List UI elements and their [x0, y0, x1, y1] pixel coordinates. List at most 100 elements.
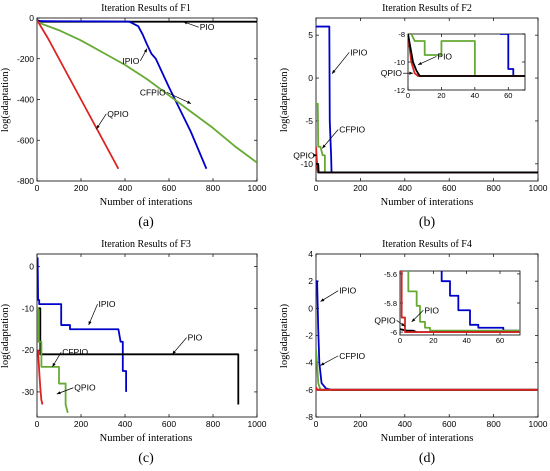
y-tick-label: -10 [22, 303, 35, 313]
annotation-arrow [331, 52, 350, 74]
annotation-arrowhead [96, 125, 100, 130]
y-tick-label: 2 [308, 276, 313, 286]
annotation-label: IPIO [350, 47, 367, 57]
series-qpio [316, 386, 538, 391]
series-pio [37, 307, 240, 405]
y-tick-label: -400 [17, 95, 34, 105]
annotation-arrowhead [320, 298, 325, 302]
x-axis-label: Number of interations [100, 197, 193, 208]
inset-x-tick-label: 20 [437, 91, 445, 100]
x-tick-label: 0 [35, 183, 40, 193]
annotation-label: IPIO [122, 56, 139, 66]
inset-series-cfpio [408, 34, 525, 77]
series-cfpio [37, 21, 257, 164]
inset-annotation-label: PIO [437, 51, 452, 61]
y-tick-label: -800 [17, 176, 34, 186]
inset-y-tick-label: -8 [398, 30, 405, 39]
y-tick-label: -5 [305, 116, 313, 126]
annotation-label: CFPIO [339, 125, 365, 135]
inset-y-tick-label: -12 [394, 86, 405, 95]
annotation-arrow [166, 92, 192, 104]
y-tick-label: 0 [29, 13, 34, 23]
annotation-label: CFPIO [140, 87, 166, 97]
annotation-label: CFPIO [62, 347, 88, 357]
y-tick-label: 0 [29, 262, 34, 272]
annotation-arrowhead [183, 21, 188, 25]
y-tick-label: -600 [17, 135, 34, 145]
panel-title: Iteration Results of F2 [382, 3, 472, 14]
annotation-arrowhead [52, 362, 56, 367]
annotation-arrowhead [331, 69, 336, 74]
x-tick-label: 800 [487, 183, 501, 193]
panel-b: Iteration Results of F20 200 400 600 800 1000… [279, 3, 548, 230]
x-tick-label: 200 [353, 419, 367, 429]
x-tick-label: 200 [74, 419, 88, 429]
inset-x-tick-label: 40 [462, 336, 470, 345]
inset-x-tick-label: 20 [429, 336, 437, 345]
y-tick-label: -8 [305, 412, 313, 422]
inset-y-tick-label: -5.6 [384, 270, 397, 279]
x-axis-label: Number of interations [381, 197, 474, 208]
y-tick-label: 5 [308, 30, 313, 40]
x-tick-label: 1000 [529, 419, 548, 429]
annotation-arrowhead [88, 321, 92, 326]
x-tick-label: 0 [314, 183, 319, 193]
annotation-arrowhead [172, 350, 176, 355]
y-tick-label: 4 [308, 249, 313, 259]
annotation-arrowhead [56, 391, 61, 395]
inset-annotation-arrowhead [401, 322, 405, 327]
x-axis-label: Number of interations [100, 433, 193, 444]
panel-title: Iteration Results of F1 [101, 3, 191, 14]
panel-label: (c) [138, 451, 154, 466]
annotation-label: PIO [200, 22, 215, 32]
y-tick-label: -200 [17, 54, 34, 64]
inset-annotation-arrowhead [418, 61, 423, 65]
x-tick-label: 1000 [529, 183, 548, 193]
series-qpio [37, 19, 120, 170]
panel-title: Iteration Results of F3 [101, 239, 191, 250]
y-tick-label: -4 [305, 358, 313, 368]
inset-annotation-label: QPIO [381, 68, 403, 78]
annotation-label: QPIO [74, 383, 96, 393]
x-tick-label: 400 [118, 419, 132, 429]
panel-label: (b) [419, 215, 436, 230]
y-tick-label: -20 [22, 345, 35, 355]
annotation-label: CFPIO [339, 351, 365, 361]
annotation-arrowhead [313, 153, 318, 157]
x-tick-label: 800 [206, 419, 220, 429]
x-axis-label: Number of interations [381, 433, 474, 444]
annotation-arrowhead [320, 362, 325, 366]
panel-label: (d) [419, 451, 436, 466]
x-tick-label: 0 [35, 419, 40, 429]
panel-title: Iteration Results of F4 [382, 239, 472, 250]
series-qpio [37, 350, 44, 405]
y-axis-label: log(adaptation) [0, 303, 11, 368]
y-tick-label: -2 [305, 331, 313, 341]
inset-x-tick-label: 60 [504, 91, 512, 100]
x-tick-label: 600 [162, 419, 176, 429]
series-pio [316, 162, 538, 174]
y-tick-label: 0 [308, 303, 313, 313]
annotation-label: PIO [188, 333, 203, 343]
inset-series-cfpio [407, 271, 520, 332]
inset-y-tick-label: -10 [394, 58, 405, 67]
annotation-label: QPIO [293, 150, 315, 160]
inset-plot-area [399, 270, 521, 336]
inset-plot-area [407, 33, 526, 91]
x-tick-label: 200 [74, 183, 88, 193]
x-tick-label: 400 [398, 183, 412, 193]
x-tick-label: 400 [118, 183, 132, 193]
x-tick-label: 0 [314, 419, 319, 429]
annotation-arrow [321, 129, 339, 149]
inset-y-tick-label: -6 [390, 328, 397, 337]
x-tick-label: 600 [442, 419, 456, 429]
y-axis-label: log(adaptation) [0, 67, 11, 132]
panel-d: Iteration Results of F40 200 400 600 800 1000… [279, 239, 548, 466]
inset-series-pio [408, 34, 525, 77]
inset-annotation-arrowhead [409, 71, 414, 75]
y-tick-label: -6 [305, 385, 313, 395]
annotation-label: IPIO [99, 299, 116, 309]
panel-label: (a) [138, 215, 154, 230]
